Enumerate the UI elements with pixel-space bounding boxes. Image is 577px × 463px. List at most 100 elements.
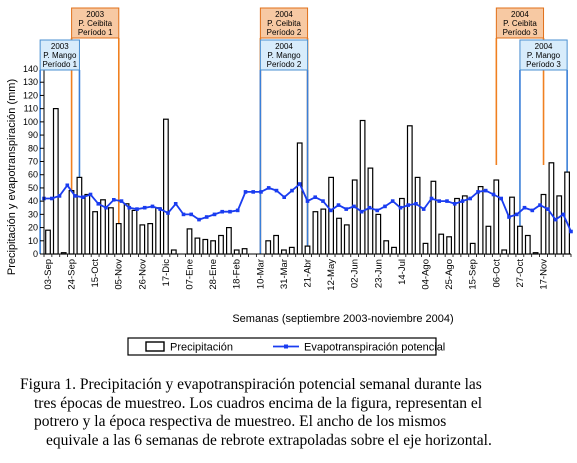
x-tick-label: 02-Jun (350, 259, 361, 288)
period-lines (39, 38, 568, 254)
evapotranspiration-point (127, 205, 132, 210)
evapotranspiration-point (390, 199, 395, 203)
period-box-text: Período 2 (267, 28, 302, 37)
precipitation-bar (351, 179, 358, 255)
precipitation-bar (446, 236, 452, 255)
evapotranspiration-point (173, 202, 178, 206)
precipitation-bar (139, 224, 146, 255)
precipitation-bar (273, 234, 279, 255)
precipitation-bar (202, 238, 209, 255)
evapotranspiration-point (96, 202, 101, 206)
legend-label: Evapotranspiración potencial (304, 342, 445, 354)
precipitation-bar (548, 162, 555, 255)
y-tick-label: 70 (28, 157, 38, 167)
precipitation-bar (288, 246, 295, 255)
precipitation-bar (485, 225, 492, 255)
precipitation-bar (438, 233, 445, 255)
precipitation-bar (414, 176, 421, 255)
precipitation-bar (328, 176, 334, 255)
x-tick-label: 24-Sep (67, 259, 78, 290)
y-tick-label: 80 (28, 143, 38, 153)
precipitation-bar (564, 171, 570, 255)
precipitation-bar (281, 249, 287, 255)
precipitation-bar (131, 209, 138, 255)
chart-svg: 0 10 20 30 40 50 60 70 80 90 100 110 120 130 140 03-Sep… (6, 7, 573, 356)
evapotranspiration-point (135, 207, 139, 211)
evapotranspiration-point (73, 194, 77, 198)
period-box-text: Período 1 (78, 28, 113, 37)
precipitation-bar (391, 246, 397, 255)
precipitation-bar (84, 193, 91, 255)
precipitation-bar (312, 211, 319, 255)
evapotranspiration-point (476, 190, 480, 194)
precipitation-bar (218, 234, 224, 255)
x-tick-label: 18-Feb (232, 259, 243, 289)
y-tick-label: 40 (28, 196, 38, 206)
evapotranspiration-point (228, 209, 232, 214)
evapotranspiration-point (553, 217, 558, 222)
evapotranspiration-point (305, 199, 310, 203)
x-tick-label: 15-Oct (90, 259, 101, 288)
precipitation-bar (186, 228, 193, 255)
evapotranspiration-point (429, 196, 434, 201)
period-box-text: Período 2 (267, 60, 302, 69)
evapotranspiration-point (266, 186, 271, 190)
period-box-text: 2004 (275, 42, 293, 51)
period-box-text: P. Mango (43, 51, 77, 60)
precipitation-bar (367, 167, 374, 255)
period-box (259, 7, 309, 39)
legend-bar-swatch (145, 341, 165, 352)
y-tick-label: 20 (28, 223, 38, 233)
precipitation-bar (52, 107, 59, 255)
precipitation-bar (516, 225, 523, 255)
x-tick-label: 07-Ene (185, 259, 196, 290)
evapotranspiration-point (561, 212, 566, 217)
period-box-text: 2003 (51, 42, 69, 51)
period-box-text: Período 1 (42, 60, 77, 69)
evapotranspiration-point (352, 204, 356, 209)
evapotranspiration-point (274, 188, 279, 193)
evapotranspiration-point (197, 217, 201, 222)
y-tick-label: 130 (23, 77, 38, 87)
evapotranspiration-point (313, 195, 317, 199)
precipitation-bar (461, 195, 468, 255)
precipitation-bar (45, 229, 51, 255)
period-box-text: 2003 (86, 10, 104, 19)
precipitation-bar (509, 196, 515, 255)
evapotranspiration-point (297, 182, 302, 186)
precipitation-bar (115, 223, 122, 255)
evapotranspiration-point (150, 204, 155, 209)
period-box-text: P. Ceibita (503, 19, 537, 28)
evapotranspiration-point (483, 188, 488, 193)
y-tick-label: 100 (23, 117, 38, 127)
precipitation-bar (336, 217, 342, 255)
evapotranspiration-point (104, 205, 108, 210)
evapotranspiration-point (507, 215, 511, 219)
y-tick-label: 110 (24, 104, 38, 114)
evapotranspiration-point (158, 207, 162, 211)
precipitation-bar (107, 207, 114, 255)
evapotranspiration-point (515, 212, 519, 217)
precipitation-bar (226, 227, 232, 255)
y-tick-label: 120 (23, 90, 38, 100)
precipitation-bar (501, 249, 508, 255)
precipitation-bar (92, 211, 99, 255)
legend-line-marker (284, 344, 288, 349)
precipitation-bar (241, 248, 248, 255)
evapotranspiration-point (88, 192, 93, 197)
precipitation-bar (383, 240, 390, 255)
evapotranspiration-point (530, 208, 535, 213)
evapotranspiration-point (468, 196, 472, 201)
evapotranspiration-point (546, 207, 550, 211)
precipitation-bar (556, 195, 563, 255)
precipitation-bar (320, 208, 327, 255)
evapotranspiration-point (359, 209, 364, 214)
period-box-text: P. Ceibita (78, 19, 112, 28)
x-tick-label: 05-Nov (114, 259, 125, 290)
evapotranspiration-point (119, 199, 124, 203)
evapotranspiration-point (57, 194, 62, 198)
evapotranspiration-point (112, 198, 116, 202)
evapotranspiration-point (445, 199, 449, 203)
period-box-text: P. Mango (527, 51, 561, 60)
